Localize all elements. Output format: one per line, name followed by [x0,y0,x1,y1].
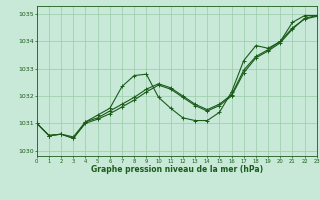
X-axis label: Graphe pression niveau de la mer (hPa): Graphe pression niveau de la mer (hPa) [91,165,263,174]
